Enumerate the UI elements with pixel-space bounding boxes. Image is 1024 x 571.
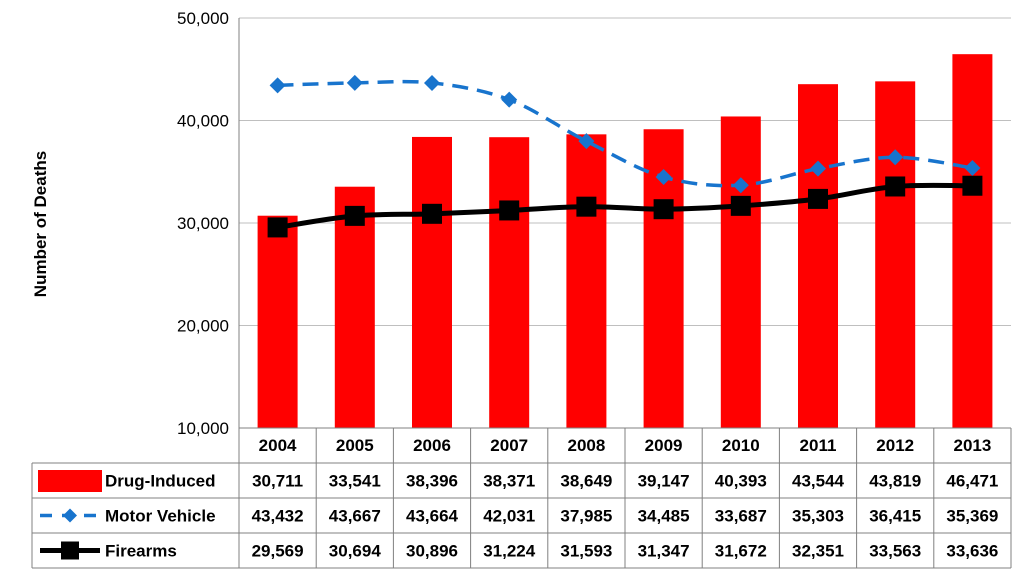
bars-drug-induced: [257, 54, 993, 429]
data-label: 33,541: [329, 472, 381, 491]
marker-motor-vehicle: [578, 133, 595, 150]
data-label: 29,569: [252, 542, 304, 561]
data-label: 37,985: [560, 507, 612, 526]
x-tick-label: 2012: [876, 436, 914, 455]
marker-motor-vehicle: [424, 74, 440, 91]
marker-firearms: [653, 199, 674, 220]
data-label: 30,711: [252, 472, 303, 491]
marker-firearms: [422, 203, 442, 224]
y-tick-label: 20,000: [177, 317, 229, 336]
marker-firearms: [576, 196, 597, 217]
data-label: 34,485: [638, 507, 690, 526]
data-label: 33,687: [715, 507, 767, 526]
data-label: 30,694: [329, 542, 382, 561]
y-axis-title: Number of Deaths: [31, 151, 50, 297]
legend-label: Firearms: [105, 542, 177, 561]
bar-drug-induced: [412, 136, 452, 429]
data-label: 31,347: [638, 542, 690, 561]
legend-firearms: Firearms: [40, 541, 177, 561]
data-label: 39,147: [638, 472, 690, 491]
bar-drug-induced: [566, 134, 607, 428]
bar-drug-induced: [875, 81, 916, 428]
data-label: 33,636: [946, 542, 998, 561]
marker-firearms: [267, 217, 288, 238]
data-label: 35,303: [792, 507, 844, 526]
data-label: 38,371: [483, 472, 535, 491]
bar-drug-induced: [720, 116, 761, 429]
marker-motor-vehicle: [655, 169, 672, 186]
data-label: 43,819: [869, 472, 921, 491]
data-label: 43,544: [792, 472, 845, 491]
legend-drug-induced: Drug-Induced: [38, 470, 216, 492]
y-tick-label: 10,000: [177, 419, 229, 438]
legend-label: Drug-Induced: [105, 472, 216, 491]
data-table: 2004 2005 2006 2007 2008 2009 2010 2011 2012 2013…: [31, 427, 1012, 569]
marker-motor-vehicle: [732, 177, 749, 194]
data-label: 31,224: [483, 542, 536, 561]
data-label: 32,351: [792, 542, 844, 561]
legend-marker: [61, 541, 79, 560]
bar-drug-induced: [798, 84, 838, 428]
bar-drug-induced: [334, 186, 375, 428]
marker-firearms: [962, 175, 983, 196]
marker-firearms: [885, 176, 906, 197]
data-label: 30,896: [406, 542, 458, 561]
data-label: 33,563: [869, 542, 921, 561]
series-motor-vehicle: [269, 74, 981, 194]
x-tick-label: 2004: [259, 436, 297, 455]
legend-marker: [63, 508, 77, 523]
series-firearms: [267, 175, 983, 238]
x-tick-label: 2013: [953, 436, 991, 455]
marker-motor-vehicle: [501, 91, 518, 108]
data-label: 40,393: [715, 472, 767, 491]
marker-motor-vehicle: [346, 74, 363, 91]
x-tick-label: 2011: [800, 436, 837, 455]
marker-motor-vehicle: [964, 159, 981, 176]
y-tick-label: 30,000: [177, 214, 229, 233]
marker-firearms: [499, 200, 520, 221]
data-label: 43,667: [329, 507, 381, 526]
marker-motor-vehicle: [269, 77, 286, 94]
x-tick-label: 2007: [490, 436, 528, 455]
line-motor-vehicle: [277, 79, 973, 188]
x-tick-label: 2005: [336, 436, 374, 455]
bar-drug-induced: [489, 137, 530, 428]
data-label: 46,471: [946, 472, 998, 491]
series-lines: [267, 74, 983, 238]
data-label: 38,396: [406, 472, 458, 491]
legend-swatch: [38, 470, 102, 492]
y-tick-label: 40,000: [177, 112, 229, 131]
x-tick-label: 2010: [722, 436, 760, 455]
marker-firearms: [808, 188, 828, 209]
x-tick-label: 2009: [645, 436, 683, 455]
x-tick-label: 2006: [413, 436, 451, 455]
y-tick-label: 50,000: [177, 9, 229, 28]
y-axis: 10,000 20,000 30,000 40,000 50,000: [177, 9, 240, 438]
marker-motor-vehicle: [887, 149, 904, 166]
legend-label: Motor Vehicle: [105, 507, 216, 526]
marker-firearms: [344, 205, 365, 226]
data-label: 38,649: [560, 472, 612, 491]
data-label: 31,672: [715, 542, 767, 561]
data-label: 43,432: [252, 507, 304, 526]
data-label: 36,415: [869, 507, 921, 526]
legend-motor-vehicle: Motor Vehicle: [40, 507, 216, 526]
data-label: 35,369: [946, 507, 998, 526]
bar-drug-induced: [257, 215, 298, 428]
bar-drug-induced: [952, 54, 993, 429]
x-tick-label: 2008: [567, 436, 605, 455]
data-label: 43,664: [406, 507, 459, 526]
line-firearms: [277, 182, 973, 230]
marker-firearms: [730, 195, 751, 216]
data-label: 31,593: [560, 542, 612, 561]
data-label: 42,031: [483, 507, 535, 526]
marker-motor-vehicle: [810, 160, 826, 177]
